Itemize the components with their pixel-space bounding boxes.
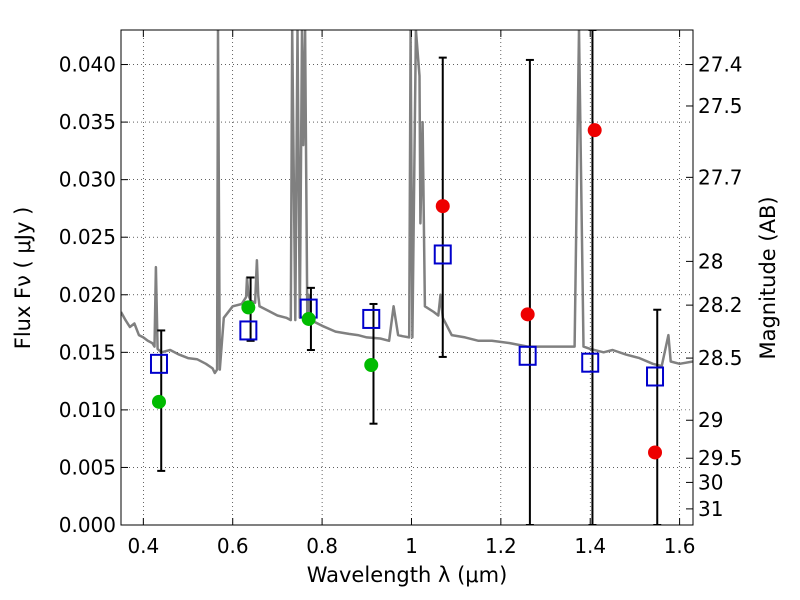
y2-axis-label: Magnitude (AB) — [756, 196, 780, 359]
y2-tick-label: 27.7 — [698, 165, 743, 189]
spectrum-line — [121, 30, 693, 375]
y2-tick-label: 29 — [698, 408, 723, 432]
y-tick-label: 0.030 — [59, 168, 116, 192]
open-square-marker — [646, 366, 665, 387]
filled-circle-marker — [241, 300, 256, 315]
x-tick-label: 0.8 — [306, 534, 338, 558]
y2-tick-label: 29.5 — [698, 446, 743, 470]
y-tick-label: 0.010 — [59, 398, 116, 422]
x-tick-label: 1.4 — [574, 534, 606, 558]
filled-circle-marker — [587, 123, 602, 138]
x-tick-label: 1.6 — [664, 534, 696, 558]
x-tick-label: 1 — [405, 534, 418, 558]
y2-tick-label: 28.5 — [698, 346, 743, 370]
filled-circle-marker — [520, 307, 535, 322]
y-tick-label: 0.035 — [59, 110, 116, 134]
filled-circle-marker — [435, 199, 450, 214]
y-tick-label: 0.025 — [59, 225, 116, 249]
y-tick-label: 0.020 — [59, 283, 116, 307]
filled-circle-marker — [364, 357, 379, 372]
y2-tick-label: 28 — [698, 249, 723, 273]
filled-circle-marker — [301, 311, 316, 326]
x-axis-ticks: 0.4 0.6 0.8 1 1.2 1.4 1.6 — [127, 30, 696, 558]
y2-tick-label: 27.5 — [698, 94, 743, 118]
error-bars — [157, 30, 662, 525]
y-axis-label: Flux Fν ( μJy ) — [11, 207, 35, 350]
filled-circle-marker — [648, 445, 663, 460]
y-tick-label: 0.000 — [59, 513, 116, 537]
plot-contents — [121, 30, 693, 525]
open-square-marker — [433, 244, 452, 265]
y2-tick-label: 27.4 — [698, 53, 743, 77]
y2-tick-label: 30 — [698, 470, 723, 494]
y-tick-label: 0.015 — [59, 340, 116, 364]
y-axis-ticks: 0.000 0.005 0.010 0.015 0.020 0.025 0.030 0.035… — [59, 53, 128, 537]
plot-frame — [120, 29, 694, 526]
open-square-marker — [149, 353, 168, 374]
open-square-marker — [239, 320, 258, 341]
y-tick-label: 0.005 — [59, 455, 116, 479]
filled-circle-marker — [151, 394, 166, 409]
y-tick-label: 0.040 — [59, 53, 116, 77]
y2-tick-label: 28.2 — [698, 293, 743, 317]
open-square-marker — [518, 345, 537, 366]
open-square-marker — [362, 308, 381, 329]
x-axis-label: Wavelength λ (μm) — [307, 563, 508, 587]
y2-tick-label: 31 — [698, 497, 723, 521]
spectrum-series — [121, 30, 693, 375]
x-tick-label: 0.6 — [217, 534, 249, 558]
open-square-marker — [581, 352, 600, 373]
data-markers — [149, 123, 665, 460]
y2-axis-ticks: 27.4 27.5 27.7 28 28.2 28.5 29 29.530 31 — [686, 53, 743, 521]
x-tick-label: 0.4 — [127, 534, 159, 558]
x-tick-label: 1.2 — [485, 534, 517, 558]
